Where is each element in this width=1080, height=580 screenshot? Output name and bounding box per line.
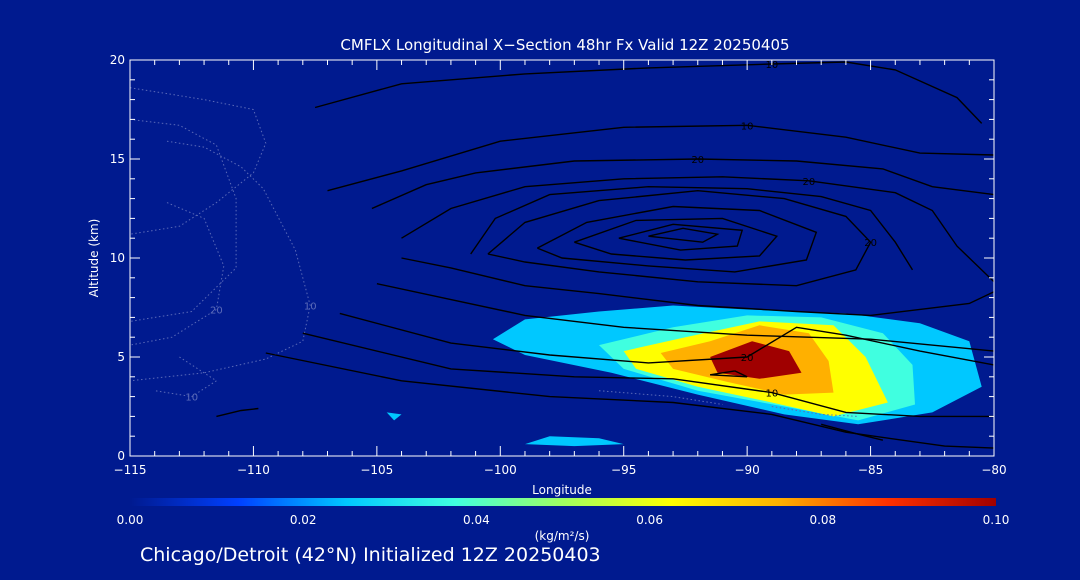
solid-contour-14 (265, 352, 994, 449)
y-tick-label: 5 (117, 350, 125, 364)
solid-contour-2 (371, 158, 994, 210)
solid-contour-3 (401, 176, 994, 283)
solid-contour-label: 10 (741, 121, 754, 132)
flux-fill-layer (386, 305, 982, 447)
dotted-contour-0 (130, 87, 267, 235)
x-tick-label: −115 (114, 463, 147, 477)
dotted-contour-3 (130, 118, 237, 322)
solid-contour-1 (327, 124, 994, 192)
solid-contour-label: 10 (765, 60, 778, 71)
solid-contour-label: 20 (691, 155, 704, 166)
solid-contour-11 (376, 283, 994, 352)
x-axis-label: Longitude (532, 483, 592, 497)
flux-region-2 (386, 412, 402, 421)
solid-contour-10 (401, 257, 994, 317)
solid-contour-7 (574, 217, 779, 261)
solid-contour-label: 20 (741, 353, 754, 364)
axis-layer: −115 −110 −105 −100 −95 −90 −85 −80 0 5 10 15 20 (110, 53, 1007, 477)
colorbar-tick-label: 0.06 (636, 513, 663, 527)
x-tick-label: −85 (858, 463, 883, 477)
colorbar-tick-label: 0.02 (290, 513, 317, 527)
solid-contour-12 (339, 312, 994, 366)
contour-layer: 10 20 10 10 10 20 20 20 20 10 (130, 60, 994, 449)
y-tick-label: 15 (110, 152, 125, 166)
colorbar-tick-label: 0.04 (463, 513, 490, 527)
dotted-contour-5 (598, 390, 723, 405)
solid-contour-label: 20 (802, 177, 815, 188)
flux-region-1 (525, 436, 624, 447)
chart-title: CMFLX Longitudinal X−Section 48hr Fx Val… (340, 36, 789, 54)
x-tick-label: −80 (981, 463, 1006, 477)
y-tick-label: 20 (110, 53, 125, 67)
colorbar (130, 498, 996, 506)
dotted-contour-6 (771, 406, 859, 417)
colorbar-unit-label: (kg/m²/s) (535, 529, 590, 543)
x-tick-label: −90 (734, 463, 759, 477)
y-tick-label: 0 (117, 449, 125, 463)
x-tick-label: −110 (237, 463, 270, 477)
solid-contour-4 (470, 185, 914, 271)
x-tick-label: −100 (484, 463, 517, 477)
initialization-caption: Chicago/Detroit (42°N) Initialized 12Z 2… (140, 544, 601, 566)
solid-contour-label: 10 (765, 389, 778, 400)
dotted-contour-label: 10 (185, 393, 198, 404)
solid-contour-6 (536, 205, 818, 273)
solid-contour-9 (648, 227, 720, 243)
solid-contour-5 (487, 189, 872, 287)
solid-contour-17 (821, 423, 884, 441)
dotted-contour-4 (154, 356, 218, 398)
solid-contour-16 (216, 407, 259, 418)
flux-region-6 (710, 341, 802, 379)
dotted-contour-1 (130, 140, 311, 382)
dotted-contour-label: 20 (210, 305, 223, 316)
colorbar-tick-label: 0.10 (983, 513, 1010, 527)
solid-contour-13 (302, 332, 994, 418)
solid-contour-15 (709, 370, 748, 378)
solid-contour-label: 20 (864, 238, 877, 249)
solid-contour-8 (618, 223, 744, 251)
colorbar-tick-label: 0.00 (117, 513, 144, 527)
x-tick-label: −95 (611, 463, 636, 477)
x-tick-label: −105 (360, 463, 393, 477)
dotted-contour-label: 10 (304, 302, 317, 313)
colorbar-tick-label: 0.08 (809, 513, 836, 527)
y-axis-label: Altitude (km) (87, 219, 101, 298)
colorbar-ticks: 0.00 0.02 0.04 0.06 0.08 0.10 (117, 513, 1010, 527)
y-tick-label: 10 (110, 251, 125, 265)
